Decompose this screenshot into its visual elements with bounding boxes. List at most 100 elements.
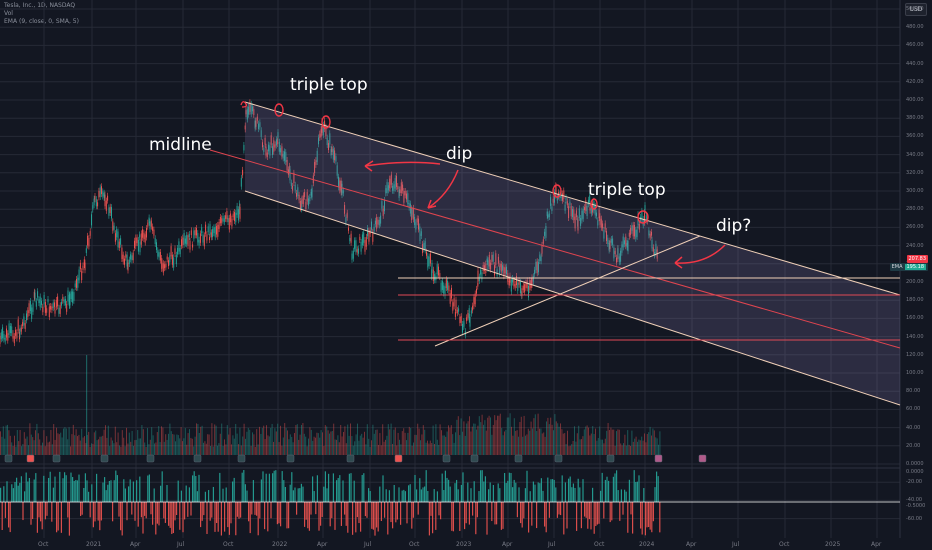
candle-body — [400, 182, 402, 193]
indicator-bar — [150, 502, 152, 515]
price-axis-tick: 120.00 — [906, 351, 924, 358]
indicator-bar — [292, 490, 294, 502]
indicator-bar — [272, 473, 274, 502]
indicator-bar — [252, 480, 254, 502]
volume-bar — [207, 434, 209, 455]
volume-bar — [298, 439, 300, 455]
time-axis-tick: Jul — [732, 541, 740, 548]
volume-bar — [91, 443, 92, 455]
indicator-bar — [195, 476, 197, 502]
indicator-bar — [256, 502, 258, 516]
candle-body — [503, 266, 505, 277]
candle-body — [562, 193, 563, 201]
volume-bar — [641, 436, 643, 455]
candle-body — [434, 274, 436, 281]
annotation-dip-question[interactable]: dip? — [716, 216, 752, 236]
candle-body — [644, 212, 645, 223]
volume-bar — [296, 424, 298, 455]
indicator-bar — [41, 502, 43, 530]
indicator-bar — [348, 473, 350, 502]
annotation-dip[interactable]: dip — [446, 144, 473, 164]
time-axis-tick: 2023 — [456, 541, 472, 548]
legend-ema[interactable]: EMA (9, close, 0, SMA, 5) — [4, 18, 79, 25]
time-axis-tick: Apr — [871, 541, 882, 548]
candle-body — [149, 221, 151, 230]
volume-bar — [114, 426, 116, 455]
indicator-bar — [598, 502, 600, 524]
candle-body — [456, 310, 458, 314]
candle-body — [296, 192, 297, 197]
volume-bar — [575, 441, 577, 455]
volume-bar — [614, 445, 616, 455]
volume-bar — [593, 433, 595, 455]
indicator-bar — [353, 480, 355, 502]
candle-body — [130, 254, 132, 260]
legend-symbol[interactable]: Tesla, Inc., 1D, NASDAQ — [4, 2, 76, 9]
candle-body — [117, 231, 119, 238]
volume-bar — [582, 436, 584, 455]
indicator-bar — [464, 502, 466, 530]
candle-body — [109, 206, 111, 213]
currency-button[interactable]: USD — [905, 3, 927, 16]
indicator-bar — [224, 502, 226, 532]
volume-bar — [534, 414, 536, 455]
candle-body — [354, 240, 356, 249]
candle-body — [606, 230, 607, 241]
candle-body — [547, 214, 549, 218]
earnings-marker — [193, 454, 202, 463]
volume-bar — [355, 434, 357, 455]
candle-body — [385, 188, 387, 194]
candle-body — [227, 218, 229, 222]
indicator-bar — [432, 502, 434, 534]
volume-bar — [292, 442, 294, 455]
candle-body — [83, 259, 85, 266]
volume-bar — [26, 436, 28, 455]
volume-bar — [637, 441, 638, 455]
volume-bar — [599, 426, 601, 455]
indicator-bar — [182, 502, 184, 533]
candle-body — [320, 129, 322, 137]
annotation-triple-top-1[interactable]: triple top — [290, 75, 368, 95]
volume-bar — [86, 434, 88, 455]
candle-body — [268, 144, 270, 152]
volume-bar — [392, 443, 393, 455]
indicator-bar — [331, 502, 333, 519]
volume-bar — [77, 436, 78, 455]
candle-body — [31, 307, 33, 319]
candle-body — [277, 132, 279, 138]
volume-bar — [57, 433, 59, 455]
volume-bar — [652, 428, 654, 455]
candle-body — [305, 202, 307, 210]
candle-body — [198, 239, 200, 246]
volume-bar — [505, 429, 507, 455]
indicator-bar — [284, 486, 286, 502]
volume-bar — [219, 433, 221, 455]
indicator-bar — [577, 478, 579, 502]
volume-bar — [302, 423, 304, 455]
time-axis[interactable]: Oct 2021 Apr Jul Oct 2022 Apr Jul Oct 2023 Apr Jul O… — [0, 539, 932, 550]
volume-bar — [571, 444, 573, 455]
candle-body — [254, 120, 256, 129]
candle-body — [239, 206, 241, 219]
indicator-bar — [131, 502, 133, 515]
indicator-bar — [379, 486, 381, 502]
indicator-bar — [115, 470, 117, 502]
time-axis-tick: Oct — [594, 541, 605, 548]
indicator-bar — [145, 502, 147, 519]
candle-body — [139, 234, 141, 238]
annotation-midline[interactable]: midline — [149, 135, 212, 155]
indicator-bar — [552, 479, 554, 502]
candle-body — [147, 222, 149, 227]
indicator-bar — [545, 502, 547, 533]
legend-volume[interactable]: Vol — [4, 10, 13, 17]
earnings-marker — [4, 454, 13, 463]
top-circle-2 — [321, 115, 331, 129]
candle-body — [474, 293, 476, 305]
annotation-triple-top-2[interactable]: triple top — [588, 180, 666, 200]
indicator-bar — [531, 502, 533, 526]
volume-bar — [491, 434, 493, 455]
indicator-bar — [616, 470, 618, 502]
volume-bar — [112, 440, 113, 455]
